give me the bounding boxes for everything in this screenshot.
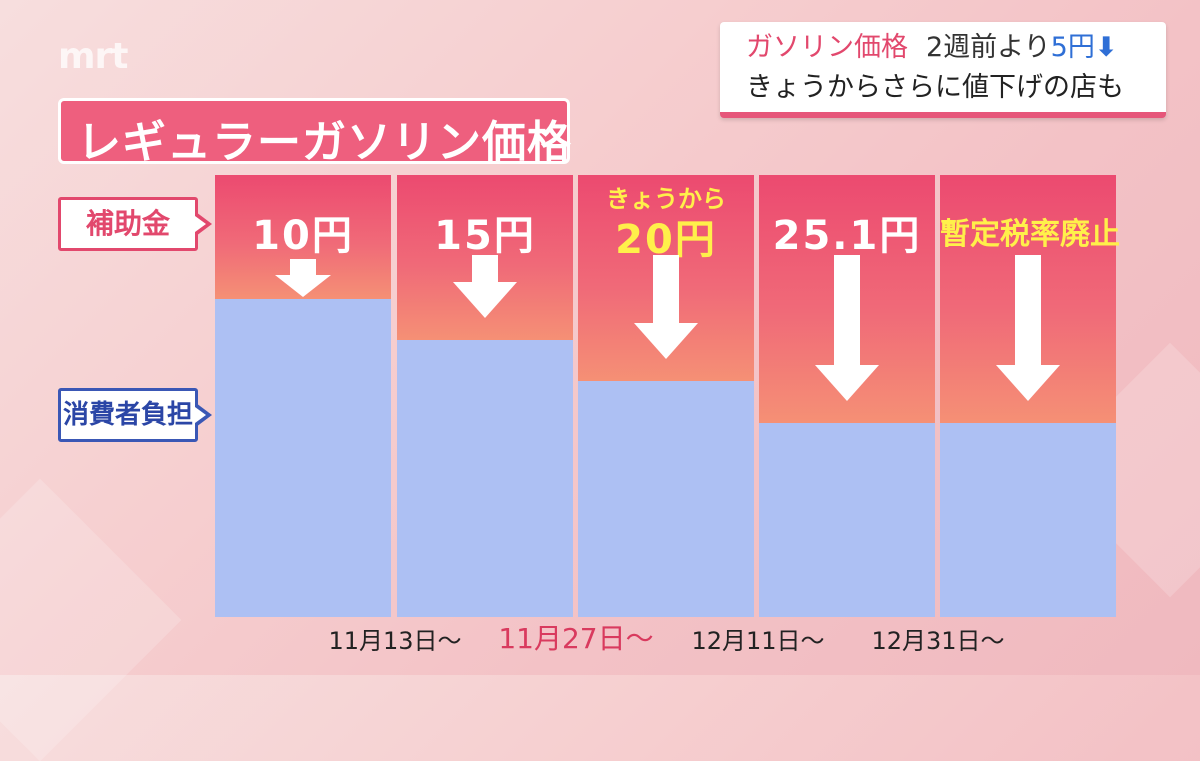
bar-sublabel: きょうから [606,185,726,213]
bar-value-label: 暫定税率廃止 [940,217,1120,252]
bar-value-label: 25.1円 [772,213,922,259]
down-arrow-shaft [834,255,860,365]
station-logo: mrt [58,36,128,77]
down-arrow-icon [275,275,331,297]
down-arrow-icon [453,282,517,318]
bar-consumer-segment [215,299,391,617]
down-arrow-icon: ⬇ [1094,32,1118,63]
legend-subsidy: 補助金 [58,197,198,251]
x-tick-label: 11月13日～ [328,627,462,655]
down-arrow-shaft [653,255,679,323]
headline-topic: ガソリン価格 [746,32,908,63]
down-arrow-shaft [1015,255,1041,365]
background-decoration [0,478,182,761]
headline-line1: ガソリン価格 2週前より5円⬇ [746,28,1166,68]
bar-column: きょうから 20円 [578,175,754,617]
bar-consumer-segment [940,423,1116,617]
bar-value-label: 15円 [434,213,536,259]
legend-consumer-pointer-inner [195,407,206,423]
down-arrow-shaft [290,259,316,275]
bar-value-label: 10円 [252,213,354,259]
x-tick-label: 12月11日～ [691,627,825,655]
down-arrow-icon [815,365,879,401]
x-tick-label-highlighted: 11月27日～ [498,622,654,655]
bar-consumer-segment [578,381,754,617]
headline-box: ガソリン価格 2週前より5円⬇ きょうからさらに値下げの店も [720,22,1166,118]
bar-consumer-segment [759,423,935,617]
headline-period: 2週前より [926,32,1051,63]
chart-title-box: レギュラーガソリン価格 [58,98,571,168]
down-arrow-shaft [472,255,498,282]
down-arrow-icon [634,323,698,359]
x-tick-label: 12月31日～ [871,627,1005,655]
headline-line2: きょうからさらに値下げの店も [746,72,1124,103]
down-arrow-icon [996,365,1060,401]
bar-column: 暫定税率廃止 [940,175,1120,617]
bar-column: 10円 [215,175,391,617]
legend-consumer: 消費者負担 [58,388,198,442]
bar-consumer-segment [397,340,573,617]
chart-title: レギュラーガソリン価格 [77,117,572,168]
headline-amount: 5円 [1050,32,1095,63]
bar-column: 25.1円 [759,175,935,617]
legend-subsidy-pointer-inner [195,216,206,232]
bar-column: 15円 [397,175,573,617]
